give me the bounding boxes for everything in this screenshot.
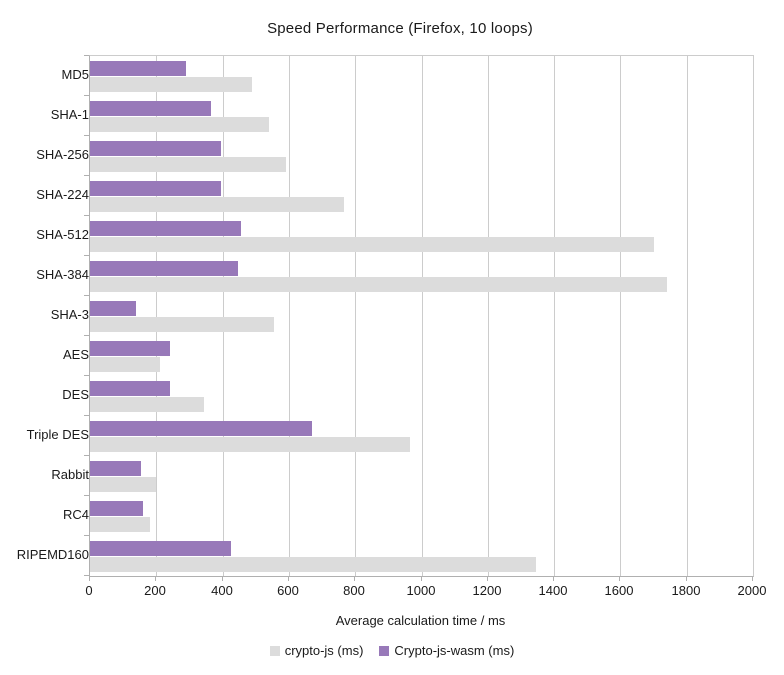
bar-crypto-js-wasm	[90, 61, 186, 76]
y-axis-label: RC4	[62, 507, 89, 522]
legend-swatch	[269, 645, 280, 656]
bar-crypto-js-wasm	[90, 261, 238, 276]
bar-crypto-js-wasm	[90, 221, 241, 236]
axis-tick	[487, 576, 488, 581]
bar-crypto-js	[90, 197, 344, 212]
bar-crypto-js	[90, 477, 156, 492]
x-axis-title: Average calculation time / ms	[335, 613, 506, 628]
x-axis-tick-label: 800	[343, 583, 365, 598]
x-axis-tick-label: 1800	[671, 583, 701, 598]
y-axis-label: SHA-3	[50, 307, 89, 322]
y-axis-label: SHA-1	[50, 107, 89, 122]
y-axis-label: SHA-512	[36, 227, 89, 242]
gridline	[554, 56, 555, 576]
axis-tick	[84, 135, 89, 136]
x-axis-tick-label: 400	[211, 583, 233, 598]
y-axis-label: RIPEMD160	[16, 547, 89, 562]
axis-tick	[686, 576, 687, 581]
gridline	[355, 56, 356, 576]
axis-tick	[84, 95, 89, 96]
legend-label: crypto-js (ms)	[284, 643, 364, 658]
axis-tick	[84, 255, 89, 256]
bar-crypto-js-wasm	[90, 501, 143, 516]
y-axis-label: AES	[62, 347, 89, 362]
axis-tick	[84, 375, 89, 376]
axis-tick	[752, 576, 753, 581]
x-axis-tick-label: 1600	[604, 583, 634, 598]
bar-crypto-js	[90, 397, 204, 412]
x-axis-tick-label: 0	[85, 583, 93, 598]
x-axis-tick-label: 2000	[737, 583, 767, 598]
gridline	[156, 56, 157, 576]
bar-crypto-js-wasm	[90, 301, 136, 316]
x-axis-tick-label: 1000	[406, 583, 436, 598]
x-axis-tick-label: 1200	[472, 583, 502, 598]
axis-tick	[84, 335, 89, 336]
bar-crypto-js	[90, 557, 536, 572]
gridline	[620, 56, 621, 576]
legend: crypto-js (ms) Crypto-js-wasm (ms)	[0, 643, 784, 658]
bar-crypto-js-wasm	[90, 541, 231, 556]
axis-tick	[89, 576, 90, 581]
axis-tick	[354, 576, 355, 581]
bar-crypto-js-wasm	[90, 181, 221, 196]
bar-crypto-js	[90, 237, 654, 252]
axis-tick	[84, 495, 89, 496]
bar-crypto-js-wasm	[90, 141, 221, 156]
plot-area	[89, 55, 754, 577]
bar-crypto-js	[90, 437, 410, 452]
axis-tick	[84, 455, 89, 456]
bar-crypto-js	[90, 77, 252, 92]
y-axis-label: MD5	[61, 67, 89, 82]
axis-tick	[84, 215, 89, 216]
gridline	[687, 56, 688, 576]
legend-item: Crypto-js-wasm (ms)	[379, 643, 514, 658]
axis-tick	[222, 576, 223, 581]
bar-crypto-js-wasm	[90, 341, 170, 356]
chart-title: Speed Performance (Firefox, 10 loops)	[267, 20, 533, 37]
axis-tick	[84, 295, 89, 296]
bar-crypto-js	[90, 117, 269, 132]
axis-tick	[84, 175, 89, 176]
bar-crypto-js-wasm	[90, 381, 170, 396]
axis-tick	[84, 575, 89, 576]
legend-item: crypto-js (ms)	[269, 643, 364, 658]
y-axis-label: SHA-224	[36, 187, 89, 202]
gridline	[488, 56, 489, 576]
y-axis-label: Rabbit	[51, 467, 89, 482]
bar-crypto-js	[90, 277, 667, 292]
axis-tick	[619, 576, 620, 581]
y-axis-label: Triple DES	[26, 427, 89, 442]
y-axis-label: DES	[62, 387, 89, 402]
axis-tick	[84, 535, 89, 536]
x-axis-tick-label: 1400	[538, 583, 568, 598]
x-axis-tick-label: 200	[144, 583, 166, 598]
legend-label: Crypto-js-wasm (ms)	[394, 643, 515, 658]
bar-crypto-js	[90, 357, 160, 372]
x-axis-tick-label: 600	[277, 583, 299, 598]
axis-tick	[84, 415, 89, 416]
axis-tick	[553, 576, 554, 581]
bar-crypto-js	[90, 517, 150, 532]
y-axis-label: SHA-256	[36, 147, 89, 162]
gridline	[289, 56, 290, 576]
bar-crypto-js-wasm	[90, 461, 141, 476]
axis-tick	[421, 576, 422, 581]
bar-crypto-js	[90, 157, 286, 172]
bar-crypto-js-wasm	[90, 101, 211, 116]
axis-tick	[288, 576, 289, 581]
bar-crypto-js	[90, 317, 274, 332]
bar-crypto-js-wasm	[90, 421, 312, 436]
legend-swatch	[379, 645, 390, 656]
y-axis-label: SHA-384	[36, 267, 89, 282]
axis-tick	[84, 55, 89, 56]
gridline	[422, 56, 423, 576]
gridline	[223, 56, 224, 576]
axis-tick	[155, 576, 156, 581]
